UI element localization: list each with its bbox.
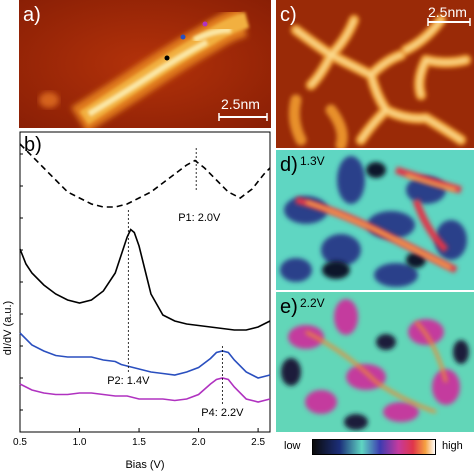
panel-label-d: d) bbox=[280, 154, 298, 176]
panel-c-topography: c) 2.5nm bbox=[276, 0, 474, 148]
x-tick-label: 1.0 bbox=[73, 437, 87, 448]
peak-marker-label: P4: 2.2V bbox=[201, 407, 244, 419]
panel-label-b: b) bbox=[24, 134, 42, 156]
x-tick-label: 2.0 bbox=[192, 437, 206, 448]
spectrum-line-2 bbox=[19, 332, 271, 379]
panel-label-e: e) bbox=[280, 296, 298, 318]
panel-label-c: c) bbox=[280, 4, 297, 26]
topography-image-c bbox=[276, 0, 474, 148]
didv-map-image-e bbox=[276, 292, 474, 432]
peak-marker-label: P1: 2.0V bbox=[178, 212, 221, 224]
x-axis-label: Bias (V) bbox=[125, 459, 164, 471]
scalebar-label-a: 2.5nm bbox=[221, 96, 260, 112]
x-tick-label: 0.5 bbox=[13, 437, 27, 448]
tip-position-black-dot bbox=[164, 55, 170, 61]
plot-frame bbox=[19, 131, 271, 433]
tip-position-magenta-dot bbox=[202, 21, 208, 27]
colorbar-high-label: high bbox=[442, 440, 463, 452]
spectrum-line-3 bbox=[19, 377, 271, 403]
spectrum-line-0 bbox=[19, 143, 271, 208]
y-axis-label: dI/dV (a.u.) bbox=[2, 301, 14, 355]
panel-e-didv-map: e) 2.2V bbox=[276, 292, 474, 432]
scalebar-label-c: 2.5nm bbox=[428, 4, 467, 20]
topography-image-a bbox=[19, 0, 271, 128]
colorbar: low high bbox=[276, 436, 474, 458]
tip-position-blue-dot bbox=[180, 34, 186, 40]
colorbar-gradient bbox=[312, 439, 436, 455]
spectrum-line-1 bbox=[19, 228, 271, 331]
bias-label-e: 2.2V bbox=[300, 296, 325, 310]
colorbar-low-label: low bbox=[284, 440, 301, 452]
panel-b-spectra: 0.5 1.0 1.5 2.0 2.5 P1: 2.0V P2: 1.4V P4: 2.2V… bbox=[0, 128, 276, 474]
bias-label-d: 1.3V bbox=[300, 154, 325, 168]
x-tick-label: 2.5 bbox=[251, 437, 265, 448]
x-tick-label: 1.5 bbox=[132, 437, 146, 448]
panel-label-a: a) bbox=[23, 4, 41, 26]
panel-d-didv-map: d) 1.3V bbox=[276, 150, 474, 290]
panel-a-topography: a) 2.5nm bbox=[19, 0, 271, 128]
spectra-chart: 0.5 1.0 1.5 2.0 2.5 P1: 2.0V P2: 1.4V P4: 2.2V… bbox=[2, 131, 271, 471]
peak-marker-label: P2: 1.4V bbox=[107, 375, 150, 387]
didv-map-image-d bbox=[276, 150, 474, 290]
